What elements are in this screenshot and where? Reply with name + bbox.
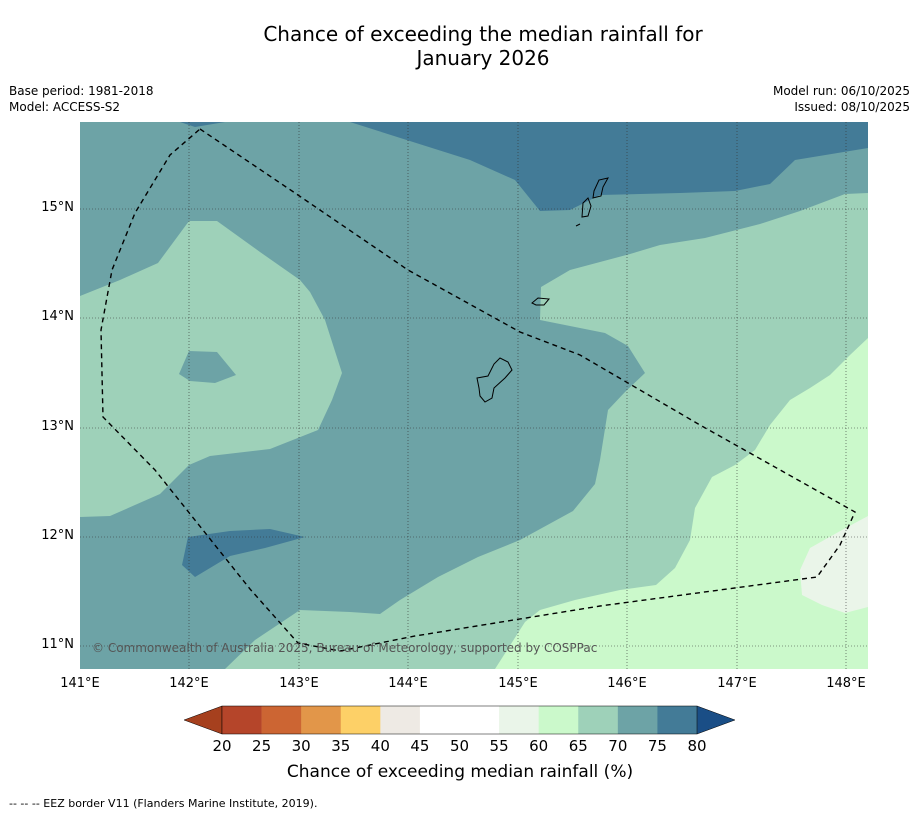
colorbar-bin: [419, 706, 460, 734]
colorbar-over-arrow: [696, 705, 736, 735]
colorbar-bin: [499, 706, 539, 734]
region-70-75-island: [179, 351, 236, 383]
model-run: Model run: 06/10/2025: [772, 84, 910, 98]
colorbar-under-arrow: [183, 705, 223, 735]
lon-label-147e: 147°E: [717, 676, 757, 691]
lat-label-13n: 13°N: [41, 419, 74, 434]
lon-label-142e: 142°E: [169, 676, 209, 691]
colorbar-bin: [617, 706, 658, 734]
colorbar-bin: [340, 706, 381, 734]
colorbar-bin: [301, 706, 342, 734]
island-saipan: [592, 177, 609, 199]
title-line-1: Chance of exceeding the median rainfall …: [263, 22, 703, 46]
lat-label-15n: 15°N: [41, 200, 74, 215]
island-rota: [531, 297, 550, 306]
colorbar-bin: [459, 706, 500, 734]
map-title: Chance of exceeding the median rainfall …: [0, 22, 919, 70]
island-guam: [476, 357, 513, 403]
lat-label-11n: 11°N: [41, 637, 74, 652]
colorbar-tick-label: 45: [410, 737, 430, 755]
title-line-2: January 2026: [416, 46, 550, 70]
colorbar-tick-label: 30: [291, 737, 311, 755]
gridlines: [80, 122, 868, 669]
lat-label-14n: 14°N: [41, 309, 74, 324]
colorbar-tick-label: 25: [252, 737, 272, 755]
meta-right: Model run: 06/10/2025 Issued: 08/10/2025: [773, 83, 910, 115]
lon-label-148e: 148°E: [826, 676, 866, 691]
island-tinian: [581, 197, 592, 218]
colorbar-tick-label: 35: [331, 737, 351, 755]
model-name: Model: ACCESS-S2: [9, 100, 121, 114]
eez-border: [100, 128, 856, 652]
colorbar-tick-label: 65: [568, 737, 588, 755]
island-aguijan: [575, 223, 581, 227]
lon-label-146e: 146°E: [607, 676, 647, 691]
region-75-80-north: [180, 122, 868, 211]
eez-footnote: -- -- -- EEZ border V11 (Flanders Marine…: [9, 797, 318, 810]
lon-label-144e: 144°E: [388, 676, 428, 691]
meta-left: Base period: 1981-2018 Model: ACCESS-S2: [9, 83, 154, 115]
colorbar-bin: [578, 706, 619, 734]
colorbar-tick-label: 60: [529, 737, 549, 755]
issued-date: Issued: 08/10/2025: [794, 100, 910, 114]
colorbar-bin: [222, 706, 262, 734]
lat-label-12n: 12°N: [41, 528, 74, 543]
base-period: Base period: 1981-2018: [9, 84, 154, 98]
colorbar-tick-label: 70: [608, 737, 628, 755]
colorbar-bin: [380, 706, 421, 734]
lon-label-143e: 143°E: [279, 676, 319, 691]
colorbar: [183, 705, 736, 735]
colorbar-tick-label: 50: [449, 737, 470, 755]
copyright-notice: © Commonwealth of Australia 2025, Bureau…: [92, 641, 598, 655]
colorbar-bin: [261, 706, 302, 734]
region-55-60: [800, 516, 868, 613]
colorbar-tick-label: 40: [370, 737, 390, 755]
region-60-65: [495, 338, 868, 669]
region-75-80-south: [182, 529, 305, 577]
colorbar-outline: [221, 705, 698, 735]
lon-label-141e: 141°E: [60, 676, 100, 691]
colorbar-tick-label: 75: [647, 737, 667, 755]
colorbar-tick-label: 20: [212, 737, 232, 755]
colorbar-tick-label: 55: [489, 737, 509, 755]
colorbar-title: Chance of exceeding median rainfall (%): [286, 762, 634, 782]
map-area: [80, 122, 868, 669]
colorbar-bin: [538, 706, 579, 734]
colorbar-bin: [657, 706, 698, 734]
colorbar-tick-label: 80: [687, 737, 707, 755]
lon-label-145e: 145°E: [498, 676, 538, 691]
islands: [476, 177, 609, 403]
